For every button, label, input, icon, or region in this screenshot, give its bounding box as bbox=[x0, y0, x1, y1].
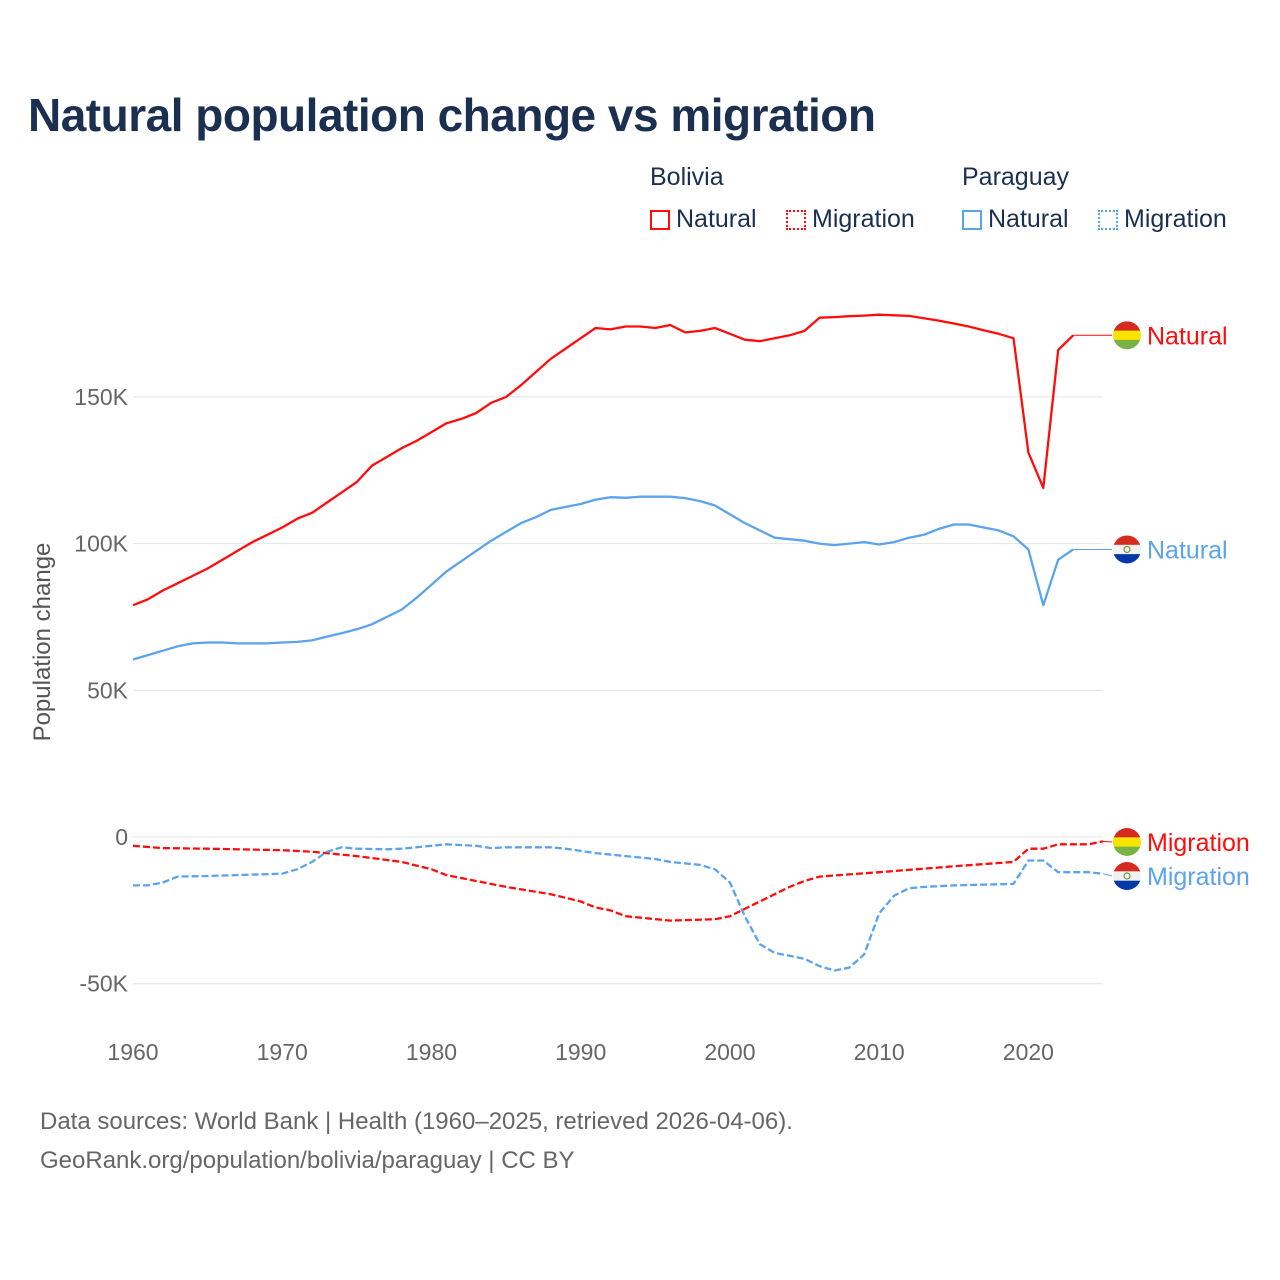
legend-paraguay-migration[interactable]: Migration bbox=[1098, 205, 1227, 234]
flag-stripe bbox=[1113, 330, 1141, 341]
legend-label: Natural bbox=[676, 205, 757, 233]
flag-stripe bbox=[1113, 837, 1141, 848]
flag-emblem bbox=[1123, 872, 1131, 880]
end-label: Migration bbox=[1147, 829, 1250, 857]
legend-label: Migration bbox=[812, 205, 915, 233]
end-label: Natural bbox=[1147, 322, 1228, 350]
flag-stripe bbox=[1113, 828, 1141, 838]
bolivia-flag-icon bbox=[1113, 321, 1141, 350]
legend-label: Natural bbox=[988, 205, 1069, 233]
chart-title: Natural population change vs migration bbox=[28, 89, 876, 141]
footer-sources: Data sources: World Bank | Health (1960–… bbox=[40, 1108, 793, 1135]
flag-stripe bbox=[1113, 544, 1141, 555]
end-label: Natural bbox=[1147, 536, 1228, 564]
flag-stripe bbox=[1113, 871, 1141, 882]
legend-group-bolivia: Bolivia bbox=[650, 163, 724, 191]
legend-bolivia-migration[interactable]: Migration bbox=[786, 205, 915, 234]
x-tick-label: 1980 bbox=[406, 1039, 457, 1065]
series-line-bolivia-natural bbox=[132, 313, 1075, 607]
flag-stripe bbox=[1113, 846, 1141, 856]
series-line-paraguay-migration bbox=[133, 843, 1104, 972]
flag-stripe bbox=[1113, 321, 1141, 332]
end-label-connector bbox=[1102, 873, 1113, 877]
footer-attribution[interactable]: GeoRank.org/population/bolivia/paraguay … bbox=[40, 1147, 575, 1174]
y-tick-label: 150K bbox=[74, 384, 128, 410]
legend-group-paraguay: Paraguay bbox=[962, 163, 1070, 191]
paraguay-flag-icon bbox=[1113, 535, 1141, 564]
legend-bolivia-natural[interactable]: Natural bbox=[650, 205, 757, 234]
legend-paraguay-natural[interactable]: Natural bbox=[962, 205, 1069, 234]
x-tick-label: 2000 bbox=[704, 1039, 755, 1065]
flag-stripe bbox=[1113, 339, 1141, 350]
legend-swatch-solid bbox=[650, 209, 670, 230]
legend-label: Migration bbox=[1124, 205, 1227, 233]
x-tick-label: 1990 bbox=[555, 1039, 606, 1065]
series-line-bolivia-migration bbox=[132, 840, 1104, 922]
flag-stripe bbox=[1113, 554, 1141, 564]
x-tick-label: 1970 bbox=[257, 1039, 308, 1065]
flag-emblem bbox=[1123, 545, 1131, 554]
bolivia-flag-icon bbox=[1113, 828, 1141, 856]
y-axis-label: Population change bbox=[29, 543, 56, 742]
legend-swatch-dotted bbox=[786, 209, 806, 230]
y-tick-label: -50K bbox=[79, 971, 128, 997]
flag-stripe bbox=[1113, 862, 1141, 872]
end-label-connector bbox=[1102, 840, 1113, 843]
flag-stripe bbox=[1113, 535, 1141, 546]
x-tick-label: 2010 bbox=[854, 1039, 905, 1065]
series-line-paraguay-natural bbox=[132, 495, 1074, 661]
y-tick-label: 100K bbox=[74, 531, 128, 557]
flag-stripe bbox=[1113, 880, 1141, 890]
y-tick-label: 50K bbox=[87, 677, 129, 703]
legend-swatch-solid bbox=[962, 209, 982, 230]
y-tick-label: 0 bbox=[115, 824, 128, 850]
end-label: Migration bbox=[1147, 863, 1250, 891]
legend-swatch-dotted bbox=[1098, 209, 1118, 230]
x-tick-label: 2020 bbox=[1003, 1039, 1054, 1065]
paraguay-flag-icon bbox=[1113, 862, 1141, 890]
x-tick-label: 1960 bbox=[107, 1039, 158, 1065]
